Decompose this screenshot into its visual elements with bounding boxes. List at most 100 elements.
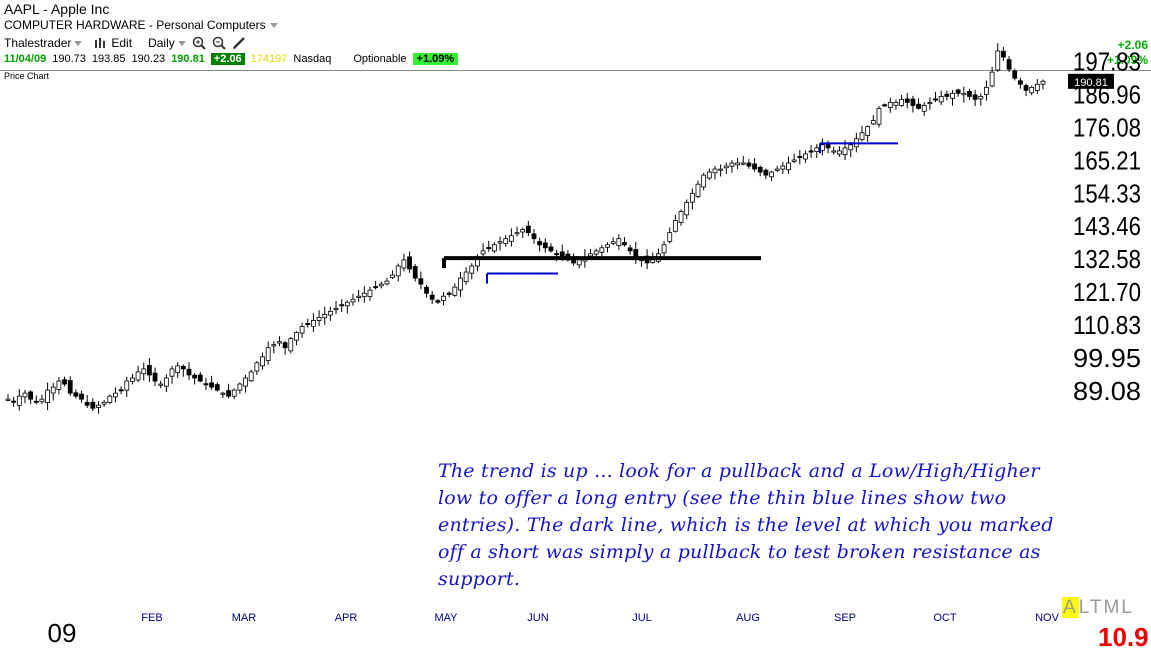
quote-row: 11/04/09 190.73 193.85 190.23 190.81 +2.…	[4, 53, 459, 65]
candle-body	[887, 102, 893, 108]
right-change-pct: +1.09%	[1106, 53, 1148, 67]
period-dropdown[interactable]: Daily	[148, 36, 186, 50]
candle-body	[146, 364, 152, 376]
candle-body	[175, 365, 181, 374]
candle-body	[220, 392, 226, 395]
candle-body	[542, 242, 548, 249]
candle-body	[525, 225, 531, 234]
candle-body	[1001, 50, 1006, 58]
bars-icon	[95, 38, 106, 48]
candle-body	[214, 384, 220, 391]
y-tick-label: 143.46	[1073, 211, 1141, 241]
candle-body	[39, 398, 45, 403]
candle-body	[418, 278, 424, 285]
candle-body	[163, 377, 169, 387]
candle-body	[192, 374, 198, 379]
candle-body	[186, 368, 192, 376]
edit-label: Edit	[111, 36, 133, 50]
candle-body	[684, 201, 690, 216]
candle-body	[118, 389, 124, 392]
candle-body	[45, 389, 50, 403]
candle-body	[84, 401, 90, 406]
candle-body	[424, 286, 429, 294]
candle-body	[559, 251, 565, 258]
zoom-in-icon[interactable]	[192, 36, 206, 50]
candle-body	[130, 377, 135, 382]
candle-body	[803, 153, 808, 160]
candle-body	[808, 150, 814, 153]
annotation-text: The trend is up ... look for a pullback …	[438, 460, 1054, 590]
pencil-icon[interactable]	[232, 36, 246, 50]
x-tick-label: APR	[335, 612, 358, 624]
candle-body	[367, 289, 373, 298]
candle-body	[780, 165, 786, 170]
industry-label: COMPUTER HARDWARE - Personal Computers	[4, 18, 278, 32]
candle-body	[944, 93, 950, 97]
candle-body	[735, 162, 740, 166]
user-name: Thalestrader	[4, 36, 72, 50]
candle-body	[848, 144, 854, 151]
candle-body	[152, 372, 158, 382]
candle-body	[531, 233, 537, 240]
edit-button[interactable]: Edit	[94, 36, 132, 50]
candle-body	[786, 162, 791, 171]
candle-body	[746, 162, 752, 167]
candle-body	[661, 244, 667, 254]
candle-body	[718, 168, 724, 171]
candle-body	[989, 71, 995, 87]
user-dropdown[interactable]: Thalestrader	[4, 36, 83, 50]
chevron-down-icon	[177, 40, 186, 46]
candle-body	[350, 298, 356, 303]
candle-body	[1012, 70, 1018, 79]
candle-body	[622, 242, 627, 246]
candle-body	[435, 300, 441, 303]
industry-dropdown-icon[interactable]	[269, 23, 278, 29]
candle-body	[978, 95, 984, 100]
candle-body	[11, 400, 17, 403]
x-tick-label: 09	[48, 618, 77, 647]
quote-low: 190.23	[131, 53, 166, 65]
candle-body	[282, 342, 288, 349]
candle-body	[554, 253, 560, 256]
x-tick-label: JUN	[527, 612, 548, 624]
candle-body	[141, 368, 147, 375]
candle-body	[605, 244, 610, 248]
candle-body	[458, 277, 463, 291]
candle-body	[514, 232, 520, 235]
period-label: Daily	[148, 36, 175, 50]
x-tick-label: OCT	[933, 612, 957, 624]
quote-pct-badge: +1.09%	[412, 53, 459, 65]
candle-body	[299, 326, 305, 334]
candle-body	[910, 98, 916, 106]
candle-body	[373, 286, 379, 289]
candle-body	[90, 401, 96, 409]
candle-body	[678, 211, 684, 223]
altml-rest: LTML	[1078, 597, 1134, 618]
candle-body	[593, 250, 599, 255]
candle-body	[842, 147, 848, 156]
candle-body	[231, 389, 237, 397]
candle-body	[429, 294, 435, 300]
candle-body	[107, 395, 113, 403]
candle-body	[633, 249, 639, 258]
candle-body	[791, 159, 797, 162]
candle-body	[271, 344, 277, 347]
zoom-out-icon[interactable]	[212, 36, 226, 50]
price-chart-panel[interactable]	[0, 70, 1151, 647]
candle-body	[209, 382, 215, 388]
candle-body	[390, 274, 395, 279]
candle-body	[412, 266, 418, 279]
y-tick-label: 165.21	[1073, 145, 1141, 175]
candle-body	[967, 90, 972, 97]
candle-body	[893, 102, 899, 106]
candle-body	[825, 143, 831, 149]
candle-body	[588, 253, 593, 257]
x-tick-label: MAR	[232, 612, 257, 624]
x-tick-label: MAY	[434, 612, 458, 624]
candle-body	[316, 317, 322, 321]
candle-body	[237, 383, 243, 391]
candle-body	[356, 295, 362, 298]
candle-body	[469, 265, 475, 274]
candle-body	[56, 380, 62, 390]
quote-close: 190.81	[171, 53, 205, 65]
